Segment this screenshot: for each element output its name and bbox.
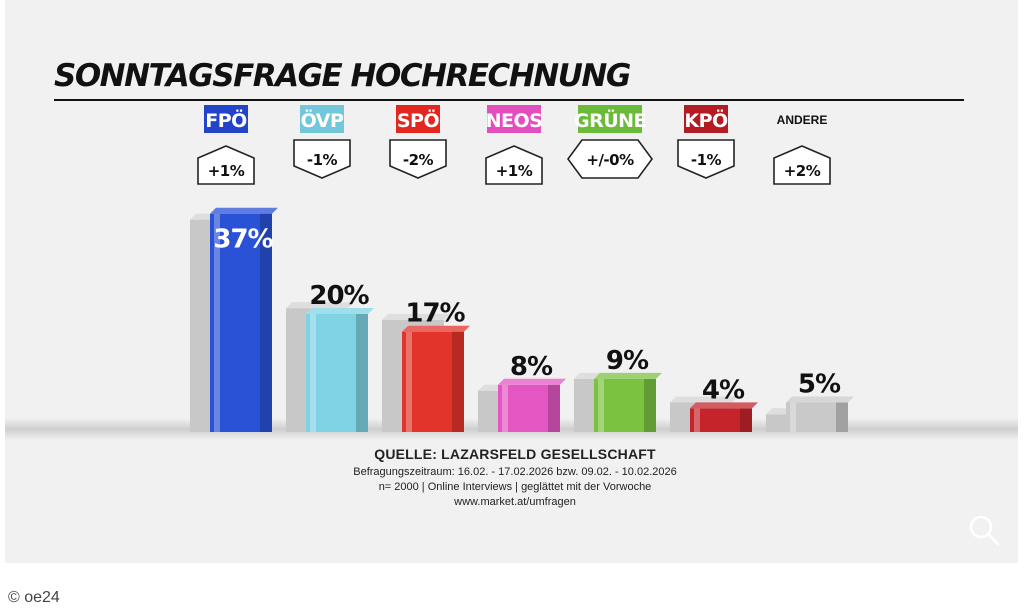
- party-label-bg-4: [578, 105, 642, 133]
- prev-bar-top-5: [670, 396, 738, 403]
- value-label-0: 37%: [213, 225, 273, 255]
- bar-top-5: [690, 402, 758, 409]
- url-line: www.market.at/umfragen: [454, 496, 576, 508]
- bar-side-3: [548, 384, 560, 432]
- bar-chart: 37% FPÖ +1% 20% ÖVP -1% 17% SPÖ -2% 8% NEOS +1% 9% GR…: [5, 105, 1018, 440]
- change-label-1: -1%: [307, 151, 338, 169]
- source-line: QUELLE: LAZARSFELD GESELLSCHAFT: [374, 446, 656, 462]
- change-badge-0: [197, 145, 255, 185]
- bar-side-0: [260, 213, 272, 432]
- bar-top-6: [786, 396, 854, 403]
- change-label-0: +1%: [208, 162, 245, 180]
- chart-panel: 37% FPÖ +1% 20% ÖVP -1% 17% SPÖ -2% 8% NEOS +1% 9% GR…: [5, 0, 1018, 563]
- bar-side-6: [836, 402, 848, 432]
- party-label-bg-5: [684, 105, 728, 133]
- value-label-1: 20%: [309, 281, 369, 311]
- party-label-bg-1: [300, 105, 344, 133]
- party-label-4: GRÜNE: [574, 108, 646, 132]
- change-badge-5: [677, 139, 735, 179]
- magnifier-icon[interactable]: [966, 512, 1002, 548]
- change-label-4: +/-0%: [586, 151, 634, 169]
- bar-highlight-6: [790, 402, 796, 432]
- party-label-0: FPÖ: [205, 108, 247, 132]
- party-label-3: NEOS: [486, 110, 543, 132]
- party-label-2: SPÖ: [397, 108, 440, 132]
- period-line: Befragungszeitraum: 16.02. - 17.02.2026 …: [353, 466, 677, 478]
- bar-top-3: [498, 378, 566, 385]
- change-label-3: +1%: [496, 162, 533, 180]
- bar-highlight-5: [694, 408, 700, 432]
- value-label-6: 5%: [798, 370, 841, 400]
- bar-top-2: [402, 325, 470, 332]
- bar-highlight-3: [502, 384, 508, 432]
- change-label-2: -2%: [403, 151, 434, 169]
- bar-side-1: [356, 314, 368, 432]
- value-label-2: 17%: [405, 299, 465, 329]
- change-label-5: -1%: [691, 151, 722, 169]
- value-label-5: 4%: [702, 375, 745, 405]
- bar-5: [690, 408, 752, 432]
- chart-footer: QUELLE: LAZARSFELD GESELLSCHAFT Befragun…: [300, 446, 730, 510]
- party-label-6: ANDERE: [777, 113, 828, 127]
- bar-highlight-4: [598, 378, 604, 432]
- change-badge-2: [389, 139, 447, 179]
- bar-highlight-1: [310, 314, 316, 432]
- bar-top-0: [210, 207, 278, 214]
- bar-side-5: [740, 408, 752, 432]
- sample-line: n= 2000 | Online Interviews | geglättet …: [378, 481, 652, 493]
- prev-bar-top-2: [382, 313, 450, 320]
- party-label-5: KPÖ: [684, 108, 728, 132]
- change-badge-4: [567, 139, 653, 179]
- chart-title: SONNTAGSFRAGE HOCHRECHNUNG: [54, 58, 631, 94]
- party-label-bg-3: [487, 105, 541, 133]
- party-label-1: ÖVP: [301, 108, 344, 132]
- bar-highlight-0: [214, 213, 220, 432]
- change-badge-1: [293, 139, 351, 179]
- bar-top-1: [306, 308, 374, 314]
- value-label-4: 9%: [606, 346, 649, 376]
- change-label-6: +2%: [784, 162, 821, 180]
- change-badge-6: [773, 145, 831, 185]
- value-label-3: 8%: [510, 352, 553, 382]
- bar-highlight-2: [406, 331, 412, 432]
- title-rule: [54, 99, 964, 101]
- party-label-bg-2: [396, 105, 440, 133]
- party-label-bg-0: [204, 105, 248, 133]
- prev-bar-top-1: [286, 302, 354, 309]
- bar-top-4: [594, 372, 662, 379]
- image-credit: © oe24: [8, 589, 60, 606]
- change-badge-3: [485, 145, 543, 185]
- bar-side-2: [452, 331, 464, 432]
- bar-side-4: [644, 378, 656, 432]
